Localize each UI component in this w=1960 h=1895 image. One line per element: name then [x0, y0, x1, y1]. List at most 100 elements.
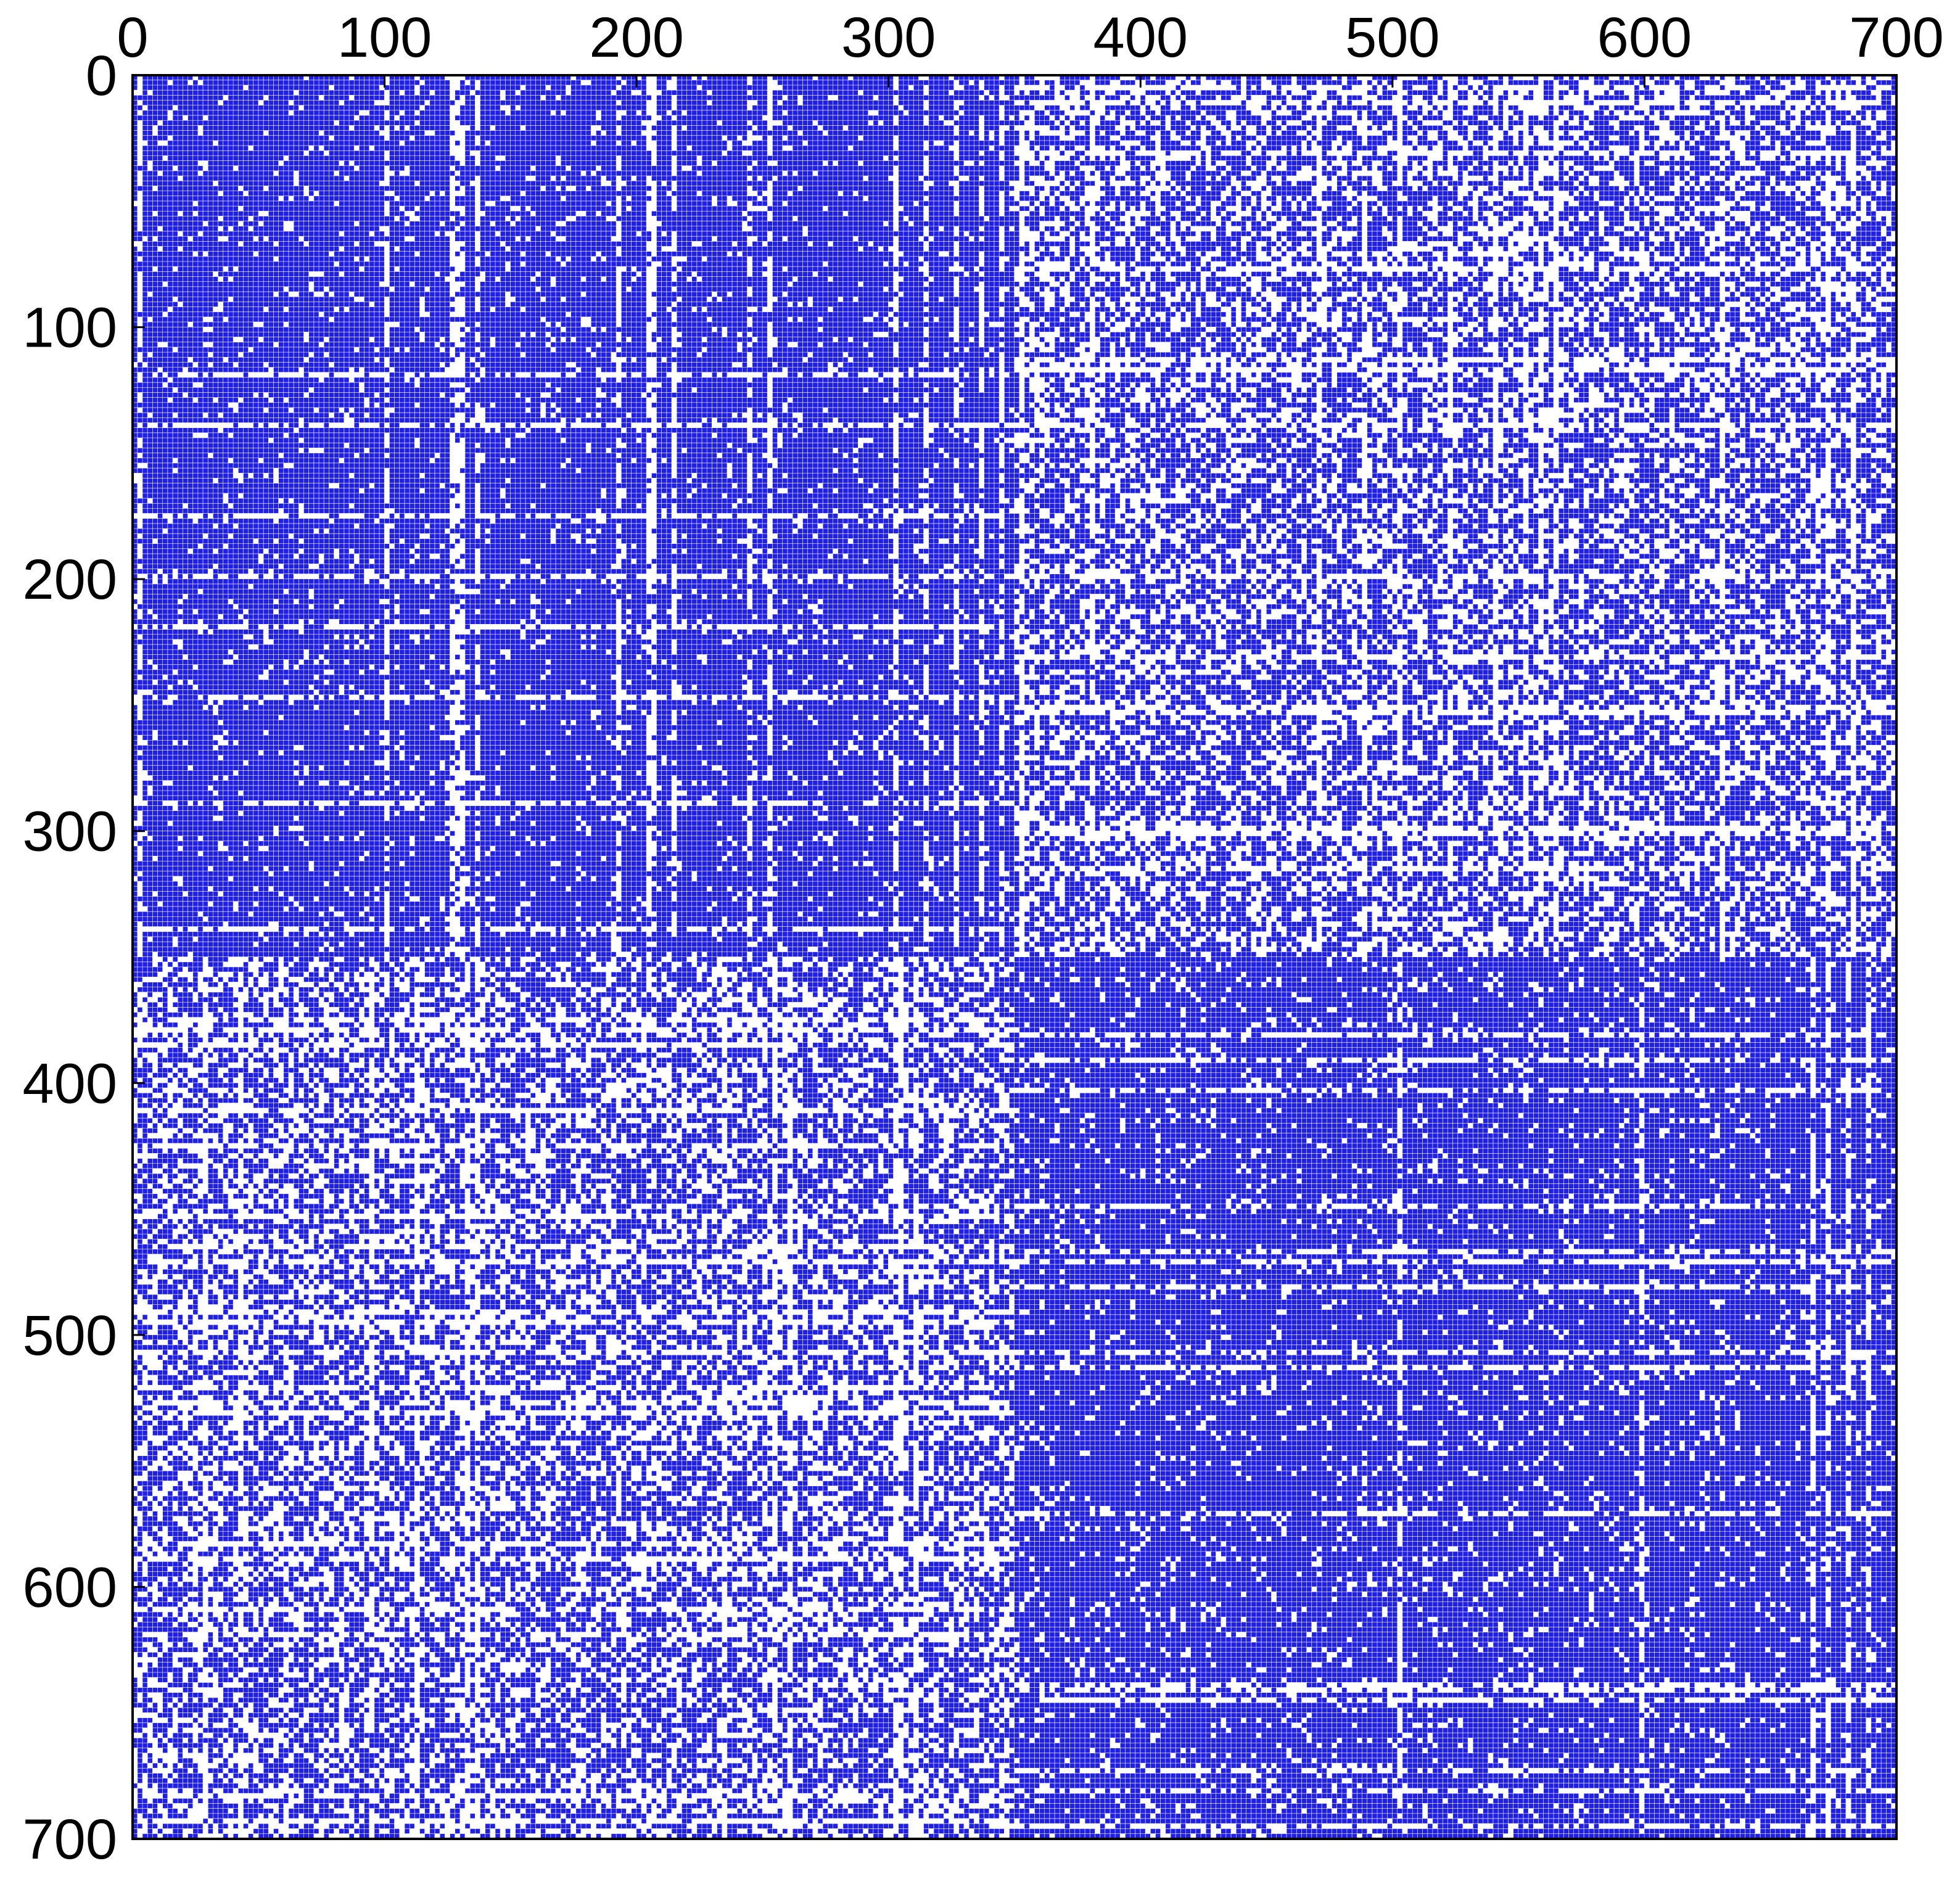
nonzero-mark	[908, 101, 913, 105]
nonzero-mark	[576, 146, 581, 150]
nonzero-mark	[627, 85, 632, 90]
nonzero-mark	[596, 105, 601, 110]
nonzero-mark	[581, 141, 586, 146]
nonzero-mark	[183, 151, 188, 156]
nonzero-mark	[803, 91, 808, 96]
nonzero-mark	[667, 141, 672, 146]
nonzero-mark	[717, 101, 722, 105]
nonzero-mark	[471, 126, 476, 131]
nonzero-mark	[934, 126, 939, 131]
nonzero-mark	[697, 121, 702, 126]
nonzero-mark	[153, 85, 158, 90]
nonzero-mark	[662, 80, 667, 85]
nonzero-mark	[264, 151, 269, 156]
nonzero-mark	[208, 105, 213, 110]
nonzero-mark	[894, 131, 899, 136]
nonzero-mark	[908, 136, 913, 141]
nonzero-mark	[213, 121, 218, 126]
nonzero-mark	[521, 121, 525, 126]
nonzero-mark	[269, 121, 274, 126]
nonzero-mark	[506, 91, 511, 96]
nonzero-mark	[239, 121, 244, 126]
nonzero-mark	[989, 105, 994, 110]
nonzero-mark	[919, 126, 924, 131]
nonzero-mark	[964, 151, 969, 156]
nonzero-mark	[471, 110, 476, 115]
nonzero-mark	[178, 131, 183, 136]
nonzero-mark	[395, 91, 400, 96]
nonzero-mark	[627, 126, 632, 131]
nonzero-mark	[586, 115, 591, 120]
nonzero-mark	[757, 101, 762, 105]
nonzero-mark	[395, 96, 400, 101]
nonzero-mark	[863, 136, 868, 141]
nonzero-mark	[848, 96, 853, 101]
nonzero-mark	[823, 105, 828, 110]
nonzero-mark	[762, 131, 767, 136]
nonzero-mark	[249, 85, 253, 90]
nonzero-mark	[622, 96, 627, 101]
nonzero-mark	[299, 101, 304, 105]
nonzero-mark	[959, 91, 964, 96]
nonzero-mark	[420, 115, 425, 120]
nonzero-mark	[964, 131, 969, 136]
nonzero-mark	[979, 110, 984, 115]
nonzero-mark	[838, 146, 843, 150]
nonzero-mark	[355, 151, 360, 156]
nonzero-mark	[743, 115, 747, 120]
nonzero-mark	[889, 91, 894, 96]
nonzero-mark	[627, 91, 632, 96]
nonzero-mark	[984, 136, 989, 141]
nonzero-mark	[878, 101, 883, 105]
nonzero-mark	[521, 141, 525, 146]
nonzero-mark	[471, 146, 476, 150]
nonzero-mark	[208, 115, 213, 120]
nonzero-mark	[692, 85, 697, 90]
nonzero-mark	[309, 110, 314, 115]
nonzero-mark	[264, 141, 269, 146]
nonzero-mark	[727, 105, 732, 110]
nonzero-mark	[506, 146, 511, 150]
nonzero-mark	[269, 91, 274, 96]
nonzero-mark	[440, 101, 445, 105]
nonzero-mark	[722, 121, 727, 126]
nonzero-mark	[908, 151, 913, 156]
nonzero-mark	[490, 146, 495, 150]
nonzero-mark	[471, 85, 476, 90]
nonzero-mark	[506, 151, 511, 156]
nonzero-mark	[349, 136, 354, 141]
nonzero-mark	[970, 91, 974, 96]
nonzero-mark	[485, 91, 490, 96]
nonzero-mark	[239, 115, 244, 120]
nonzero-mark	[556, 126, 561, 131]
nonzero-mark	[274, 151, 279, 156]
nonzero-mark	[258, 126, 263, 131]
nonzero-mark	[899, 121, 904, 126]
nonzero-mark	[738, 151, 743, 156]
nonzero-mark	[253, 115, 258, 120]
nonzero-mark	[601, 85, 606, 90]
nonzero-mark	[158, 105, 163, 110]
nonzero-mark	[319, 85, 324, 90]
nonzero-mark	[471, 101, 476, 105]
nonzero-mark	[173, 85, 178, 90]
nonzero-mark	[617, 151, 622, 156]
nonzero-mark	[551, 101, 556, 105]
nonzero-mark	[400, 101, 405, 105]
nonzero-mark	[536, 146, 541, 150]
nonzero-mark	[279, 131, 284, 136]
nonzero-mark	[445, 151, 450, 156]
nonzero-mark	[223, 91, 228, 96]
nonzero-mark	[904, 126, 908, 131]
nonzero-mark	[163, 105, 168, 110]
nonzero-mark	[445, 96, 450, 101]
nonzero-mark	[218, 136, 223, 141]
nonzero-mark	[390, 141, 395, 146]
nonzero-mark	[400, 131, 405, 136]
nonzero-mark	[158, 101, 163, 105]
nonzero-mark	[188, 151, 193, 156]
nonzero-mark	[702, 110, 707, 115]
nonzero-mark	[863, 85, 868, 90]
nonzero-mark	[173, 121, 178, 126]
nonzero-mark	[854, 91, 859, 96]
